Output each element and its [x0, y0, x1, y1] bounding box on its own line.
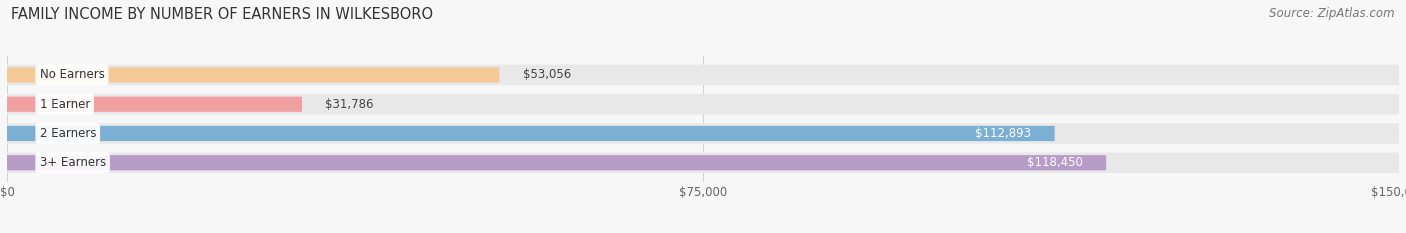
FancyBboxPatch shape — [7, 94, 1399, 114]
Text: $53,056: $53,056 — [523, 69, 571, 82]
Text: $118,450: $118,450 — [1028, 156, 1083, 169]
FancyBboxPatch shape — [7, 65, 1399, 85]
FancyBboxPatch shape — [7, 155, 1107, 170]
Text: No Earners: No Earners — [39, 69, 104, 82]
Text: $112,893: $112,893 — [976, 127, 1032, 140]
Text: FAMILY INCOME BY NUMBER OF EARNERS IN WILKESBORO: FAMILY INCOME BY NUMBER OF EARNERS IN WI… — [11, 7, 433, 22]
Text: 3+ Earners: 3+ Earners — [39, 156, 105, 169]
FancyBboxPatch shape — [7, 152, 1399, 173]
FancyBboxPatch shape — [7, 123, 1399, 144]
Text: Source: ZipAtlas.com: Source: ZipAtlas.com — [1270, 7, 1395, 20]
FancyBboxPatch shape — [7, 67, 499, 82]
Text: 1 Earner: 1 Earner — [39, 98, 90, 111]
Text: 2 Earners: 2 Earners — [39, 127, 96, 140]
FancyBboxPatch shape — [7, 97, 302, 112]
FancyBboxPatch shape — [7, 126, 1054, 141]
Text: $31,786: $31,786 — [325, 98, 374, 111]
